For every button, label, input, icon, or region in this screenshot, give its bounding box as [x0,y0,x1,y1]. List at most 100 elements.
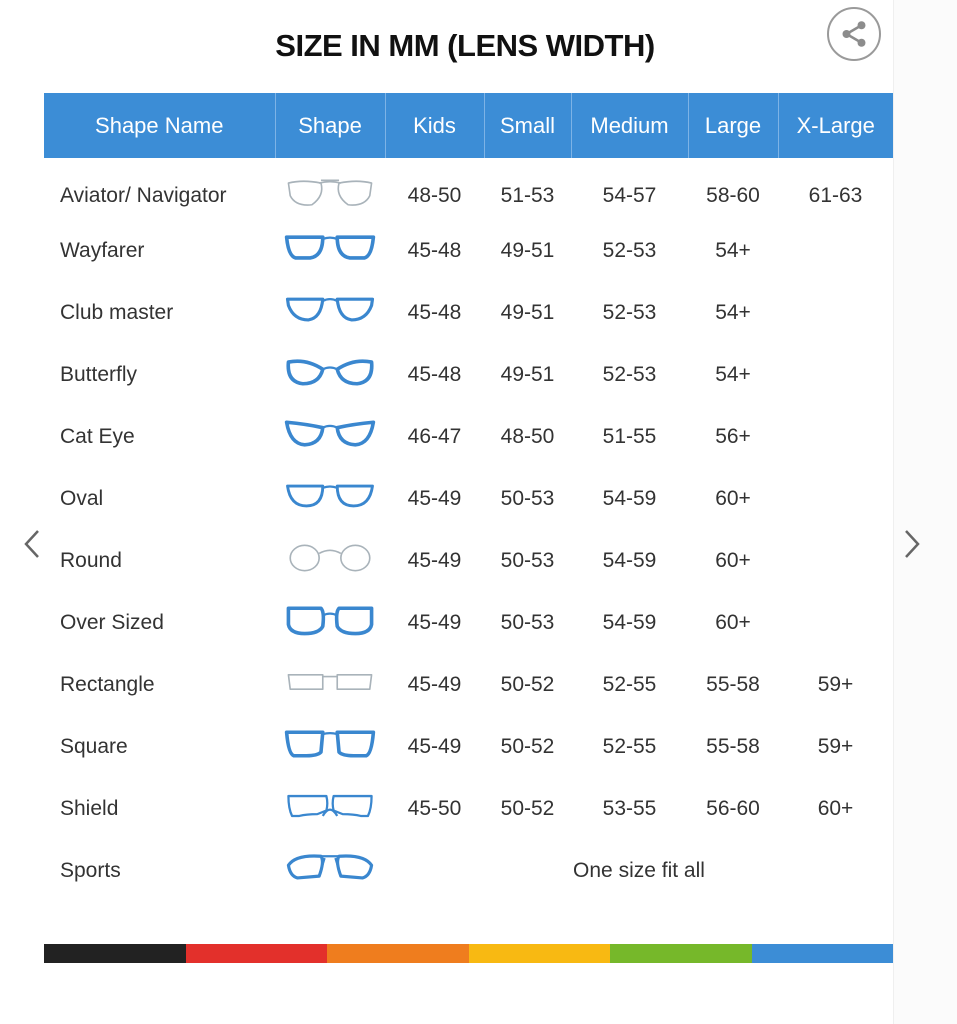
size-large: 60+ [715,549,751,572]
header-small: Small [484,93,572,158]
size-xlarge [778,530,893,592]
table-row: Wayfarer 45-48 49-51 52-53 54+ [44,220,893,282]
shape-name: Rectangle [60,673,155,696]
wayfarer-glasses-icon [284,235,376,260]
table-row: Over Sized 45-49 50-53 54-59 60+ [44,592,893,654]
size-kids: 45-49 [407,549,462,572]
size-kids: 45-49 [407,673,462,696]
size-xlarge: 60+ [817,797,854,820]
shape-name: Square [60,735,128,758]
size-kids: 48-50 [407,184,462,207]
share-icon [842,21,866,47]
header-large: Large [688,93,779,158]
oval-glasses-icon [286,484,374,508]
size-small: 50-53 [500,549,555,572]
size-small: 49-51 [500,239,555,262]
size-xlarge [778,344,893,406]
shape-image [275,840,385,902]
side-panel [893,0,957,1024]
shape-name: Round [60,549,122,572]
size-medium: 52-55 [602,673,657,696]
size-xlarge [778,592,893,654]
size-kids: 46-47 [407,425,462,448]
size-xlarge [778,220,893,282]
size-large: 58-60 [706,184,760,207]
size-large: 54+ [715,301,751,324]
size-kids: 45-48 [407,301,462,324]
clubmaster-glasses-icon [285,297,375,322]
size-small: 50-53 [500,487,555,510]
stripe-segment [610,944,752,963]
size-medium: 53-55 [602,797,657,820]
size-large: 56-60 [706,797,760,820]
table-row: Round 45-49 50-53 54-59 60+ [44,530,893,592]
size-medium: 54-59 [602,549,657,572]
size-xlarge [778,406,893,468]
shape-name: Aviator/ Navigator [60,184,227,207]
size-large: 60+ [715,487,751,510]
size-table: Shape Name Shape Kids Small Medium Large… [44,93,893,902]
size-large: 55-58 [706,673,760,696]
shape-image [275,468,385,530]
shape-name: Butterfly [60,363,138,386]
size-small: 49-51 [500,301,555,324]
size-medium: 52-53 [602,301,657,324]
shape-name: Oval [60,487,104,510]
size-xlarge: 61-63 [808,184,863,207]
header-shape-name: Shape Name [44,93,276,158]
size-medium: 52-53 [602,363,657,386]
table-row: Cat Eye 46-47 48-50 51-55 56+ [44,406,893,468]
table-row: Aviator/ Navigator 48-50 51-53 54-57 58-60 6… [44,158,893,220]
size-small: 48-50 [500,425,555,448]
header-medium: Medium [571,93,689,158]
size-medium: 52-55 [602,735,657,758]
square-glasses-icon [284,730,376,758]
table-row: Shield 45-50 50-52 53-55 56-60 60+ [44,778,893,840]
size-medium: 52-53 [602,239,657,262]
table-row: Square 45-49 50-52 52-55 55-58 59+ [44,716,893,778]
size-medium: 54-57 [602,184,657,207]
cateye-glasses-icon [284,420,376,447]
size-small: 50-52 [500,797,555,820]
size-large: 55-58 [706,735,760,758]
shape-name: Shield [60,797,119,820]
size-medium: 54-59 [602,611,657,634]
previous-arrow[interactable] [18,528,48,560]
size-xlarge: 59+ [817,673,854,696]
sports-glasses-icon [286,854,374,880]
shape-image [275,716,385,778]
shape-name: Sports [60,859,121,882]
size-all: One size fit all [573,859,705,882]
size-xlarge [778,468,893,530]
table-row: Sports One size fit all [44,840,893,902]
size-kids: 45-49 [407,735,462,758]
share-button[interactable] [827,7,881,61]
size-kids: 45-49 [407,487,462,510]
size-kids: 45-48 [407,363,462,386]
page-title: SIZE IN MM (LENS WIDTH) [275,28,655,63]
size-small: 50-52 [500,673,555,696]
table-header-row: Shape Name Shape Kids Small Medium Large… [44,93,893,158]
next-arrow[interactable] [898,528,928,560]
stripe-segment [327,944,469,963]
rectangle-glasses-icon [287,673,373,691]
round-glasses-icon [289,544,371,572]
shape-name: Wayfarer [60,239,145,262]
table-row: Oval 45-49 50-53 54-59 60+ [44,468,893,530]
size-large: 54+ [715,239,751,262]
shape-name: Over Sized [60,611,164,634]
header-shape: Shape [275,93,386,158]
size-kids: 45-49 [407,611,462,634]
header-kids: Kids [385,93,485,158]
shape-name: Club master [60,301,174,324]
stripe-segment [468,944,610,963]
table-row: Club master 45-48 49-51 52-53 54+ [44,282,893,344]
size-large: 56+ [715,425,751,448]
chevron-right-icon [905,530,920,558]
size-large: 60+ [715,611,751,634]
size-kids: 45-50 [407,797,462,820]
stripe-segment [751,944,893,963]
shield-glasses-icon [287,794,373,818]
size-large: 54+ [715,363,751,386]
header-x-large: X-Large [796,112,875,138]
